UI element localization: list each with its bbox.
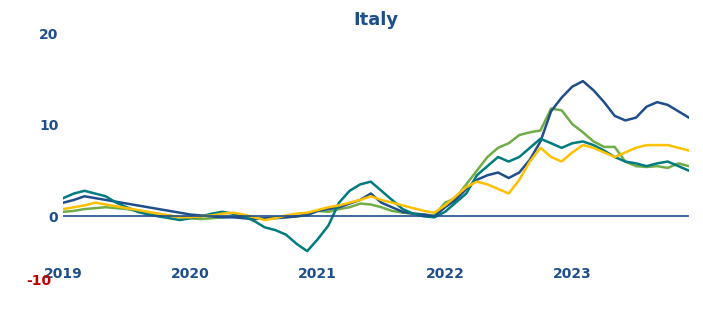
Title: Italy: Italy bbox=[354, 11, 399, 29]
Text: -10: -10 bbox=[26, 274, 51, 288]
